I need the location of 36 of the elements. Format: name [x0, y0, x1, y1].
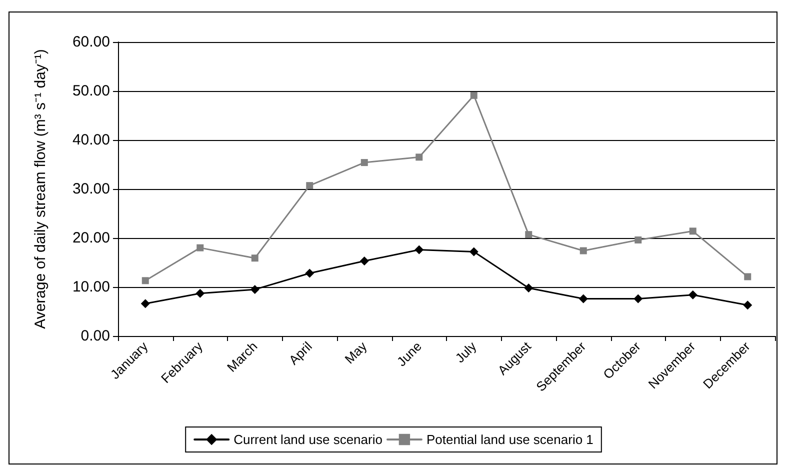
y-tick-label: 20.00: [72, 230, 110, 246]
point: [634, 294, 643, 304]
point: [743, 300, 752, 310]
y-axis-title: Average of daily stream flow (m³ s⁻¹ day⁻¹): [32, 49, 49, 329]
point: [360, 256, 369, 266]
point: [251, 254, 258, 262]
point: [470, 92, 478, 99]
y-tick-label: 0.00: [80, 328, 110, 344]
legend-label: Current land use scenario: [234, 432, 382, 447]
point: [196, 244, 204, 252]
point: [688, 290, 698, 300]
y-tick-label: 40.00: [72, 132, 110, 148]
point: [416, 154, 423, 161]
point: [634, 236, 642, 244]
y-tick-label: 30.00: [72, 180, 110, 198]
point: [305, 268, 314, 278]
y-tick-label: 10.00: [72, 278, 110, 296]
point: [580, 247, 587, 254]
point: [414, 245, 424, 254]
point: [360, 159, 368, 166]
y-tick-label: 60.00: [72, 34, 110, 50]
point: [306, 182, 314, 190]
point: [140, 299, 150, 308]
y-tick-label: 50.00: [72, 82, 110, 100]
point: [196, 288, 205, 298]
point: [689, 228, 696, 235]
point: [142, 277, 149, 284]
point: [469, 247, 478, 256]
x-tick-label: July: [452, 338, 480, 366]
point: [578, 294, 588, 304]
point: [250, 284, 260, 294]
legend-label: Potential land use scenario 1: [426, 432, 594, 447]
point: [525, 231, 532, 238]
point: [744, 273, 752, 280]
x-tick-label: May: [342, 338, 370, 367]
point: [524, 283, 534, 292]
